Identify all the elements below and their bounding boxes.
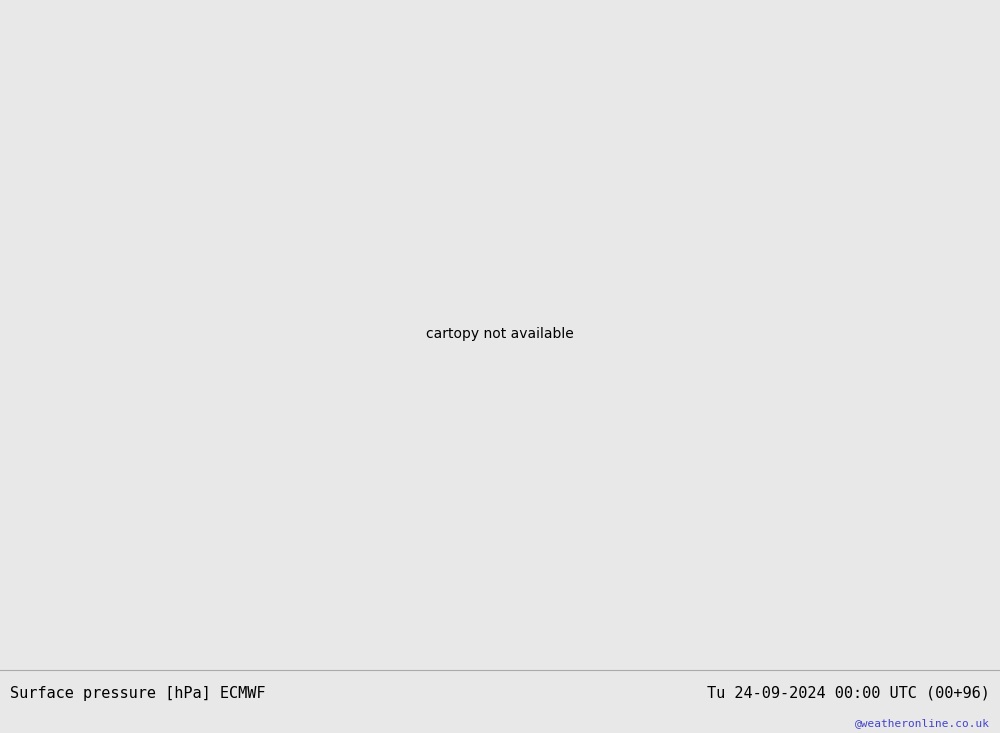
Text: cartopy not available: cartopy not available	[426, 326, 574, 341]
Text: Tu 24-09-2024 00:00 UTC (00+96): Tu 24-09-2024 00:00 UTC (00+96)	[707, 686, 990, 701]
Text: Surface pressure [hPa] ECMWF: Surface pressure [hPa] ECMWF	[10, 686, 266, 701]
Text: @weatheronline.co.uk: @weatheronline.co.uk	[855, 718, 990, 728]
